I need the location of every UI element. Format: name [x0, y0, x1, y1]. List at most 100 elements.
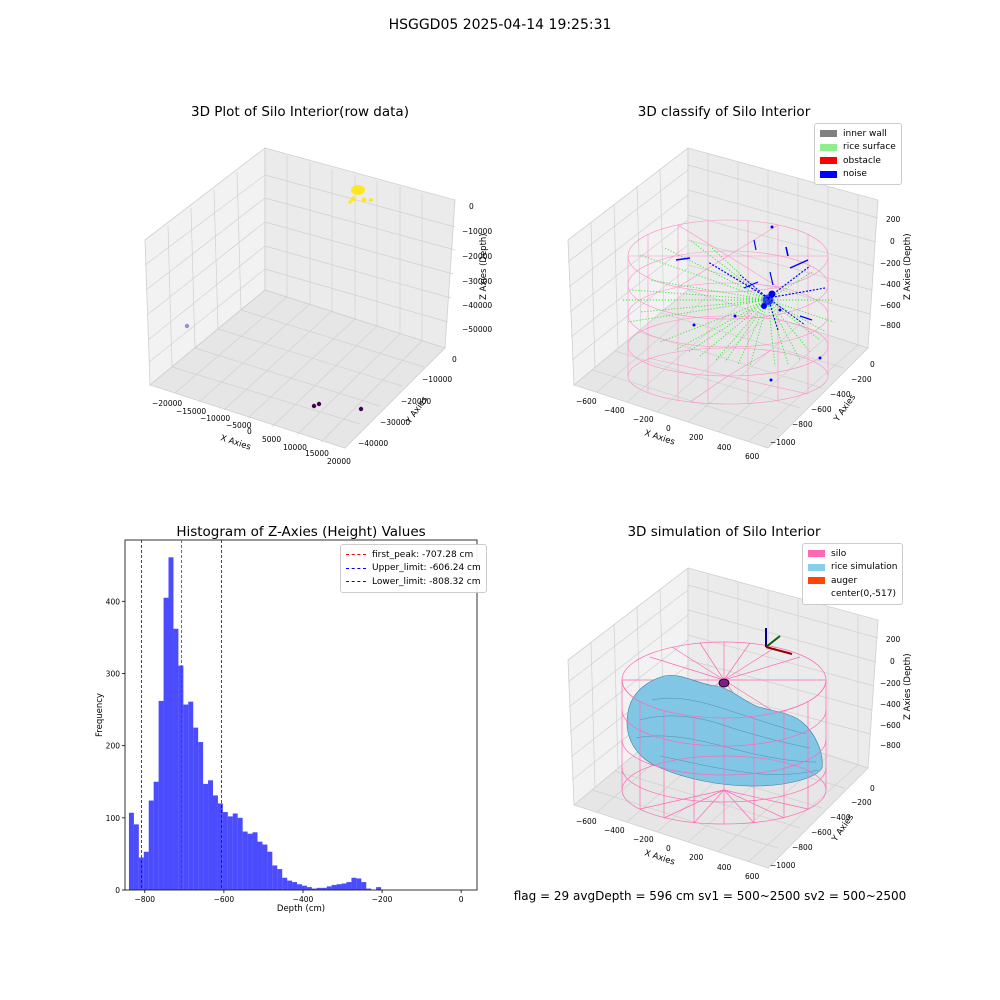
histogram-bar: [153, 781, 159, 890]
legend-item-obstacle: obstacle: [820, 154, 896, 168]
histogram-bar: [366, 888, 372, 890]
panel1-xtick: 10000: [283, 443, 307, 452]
histogram-bar: [361, 882, 367, 890]
panel4-ytick: −200: [851, 798, 872, 807]
histogram-bar: [301, 885, 307, 890]
panel1-xtick: 15000: [305, 449, 329, 458]
panel1-ztick: 0: [469, 202, 474, 211]
histogram-y-tick-label: 300: [106, 670, 121, 679]
panel1-points: [184, 185, 373, 412]
histogram-bar: [237, 817, 243, 890]
histogram-bar: [376, 887, 382, 890]
panel2-ztick: −200: [880, 259, 901, 268]
legend-label: first_peak: -707.28 cm: [372, 549, 474, 560]
histogram-bar: [217, 803, 223, 890]
panel2-ztick: −800: [880, 321, 901, 330]
panel2-zlabel: Z Axies (Depth): [903, 233, 913, 300]
panel1-ztick: −10000: [462, 227, 492, 236]
panel1-title: 3D Plot of Silo Interior(row data): [191, 104, 409, 120]
legend-label: center(0,-517): [831, 589, 896, 600]
panel1-xtick: 20000: [327, 457, 351, 466]
histogram-legend: first_peak: -707.28 cm Upper_limit: -606…: [340, 544, 487, 593]
legend-line: [346, 567, 366, 569]
panel4-ztick: −800: [880, 741, 901, 750]
panel1-xtick: 5000: [262, 435, 281, 444]
legend-label: Upper_limit: -606.24 cm: [372, 563, 481, 574]
legend-swatch: [820, 170, 837, 178]
histogram-xlabel: Depth (cm): [277, 904, 325, 914]
panel1-ytick: −10000: [422, 375, 452, 384]
histogram-bar: [242, 831, 248, 890]
histogram-bar: [287, 880, 293, 890]
histogram-bars: [128, 557, 382, 890]
histogram-ylabel: Frequency: [95, 693, 105, 737]
legend-swatch: [820, 130, 837, 138]
panel2-tick-labels: −600 −400 −200 0 200 400 600 0 −200 −400…: [576, 215, 901, 461]
histogram-bar: [331, 884, 337, 890]
histogram-bar: [168, 557, 174, 890]
legend-item-rice-surface: rice surface: [820, 141, 896, 155]
histogram-bar: [178, 665, 184, 890]
histogram-x-tick-label: −800: [134, 895, 155, 904]
histogram-bar: [316, 887, 322, 890]
legend-swatch: [808, 590, 825, 598]
panel2-xtick: 0: [666, 424, 671, 433]
panel4-ztick: −400: [880, 700, 901, 709]
histogram-y-ticks: 0 100 200 300 400: [106, 597, 125, 895]
histogram-bar: [148, 800, 154, 890]
panel1-tick-labels: −20000 −15000 −10000 −5000 0 5000 10000 …: [152, 202, 492, 466]
histogram-bar: [213, 795, 218, 890]
histogram-y-tick-label: 100: [106, 814, 121, 823]
panel1-ytick: 0: [452, 355, 457, 364]
histogram-bar: [222, 812, 228, 890]
panel2-xtick: −400: [604, 406, 625, 415]
histogram-bar: [341, 883, 347, 890]
histogram-bar: [277, 869, 283, 890]
panel4-xlabel: X Axies: [643, 848, 676, 867]
legend-item-center: center(0,-517): [808, 588, 897, 602]
panel4-ztick: −200: [880, 679, 901, 688]
histogram-bar: [143, 851, 149, 890]
histogram-bar: [203, 783, 209, 890]
legend-swatch: [808, 563, 825, 571]
panel4-zlabel: Z Axies (Depth): [903, 653, 913, 720]
histogram-bar: [356, 878, 362, 890]
panel2-xtick: 400: [717, 443, 732, 452]
legend-swatch: [820, 143, 837, 151]
legend-line: [346, 581, 366, 583]
histogram-bar: [257, 841, 263, 890]
panel1-ytick: −30000: [380, 418, 410, 427]
histogram-bar: [193, 727, 199, 890]
panel1-xtick: −10000: [200, 414, 230, 423]
figure-title: HSGGD05 2025-04-14 19:25:31: [388, 17, 612, 33]
histogram-bar: [198, 742, 204, 890]
panel4-ztick: 200: [886, 635, 901, 644]
panel3-title: Histogram of Z-Axies (Height) Values: [176, 524, 426, 540]
panel2-title: 3D classify of Silo Interior: [637, 104, 811, 120]
panel2-noise-points: [675, 225, 826, 382]
panel4-auger-marker: [718, 678, 730, 688]
panel1-xtick: −5000: [226, 421, 252, 430]
legend-label: Lower_limit: -808.32 cm: [372, 576, 481, 587]
panel1-xtick: −20000: [152, 399, 182, 408]
histogram-bar: [163, 597, 169, 890]
panel2-ztick: 0: [890, 237, 895, 246]
panel4-ytick: −1000: [770, 861, 796, 870]
panel2-ytick: −200: [851, 375, 872, 384]
panel1-ztick: −50000: [462, 325, 492, 334]
histogram-bar: [128, 812, 134, 890]
panel2-ztick: 200: [886, 215, 901, 224]
panel4-xtick: 0: [666, 844, 671, 853]
histogram-y-tick-label: 200: [106, 742, 121, 751]
panel4-xtick: −200: [633, 835, 654, 844]
histogram-bar: [232, 813, 238, 890]
histogram-y-tick-label: 0: [115, 886, 120, 895]
panel2-xtick: 600: [745, 452, 760, 461]
histogram-bar: [252, 832, 258, 890]
panel4-tick-labels: −600 −400 −200 0 200 400 600 0 −200 −400…: [576, 635, 901, 881]
histogram-bar: [173, 628, 179, 890]
histogram-bar: [138, 857, 144, 890]
